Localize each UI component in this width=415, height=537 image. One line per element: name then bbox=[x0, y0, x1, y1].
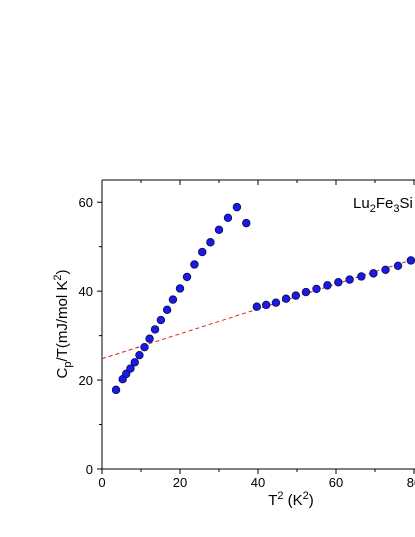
x-tick-label: 0 bbox=[98, 475, 105, 490]
data-point bbox=[406, 256, 415, 265]
data-point bbox=[206, 238, 215, 247]
data-point bbox=[252, 302, 262, 311]
data-point bbox=[156, 315, 166, 325]
data-point bbox=[301, 287, 311, 297]
data-point bbox=[150, 325, 160, 334]
data-point bbox=[190, 260, 199, 269]
data-point bbox=[261, 300, 271, 310]
data-point bbox=[281, 294, 291, 303]
y-tick-label: 60 bbox=[79, 195, 93, 210]
data-point bbox=[291, 291, 301, 300]
data-point bbox=[334, 278, 343, 287]
data-point bbox=[140, 342, 149, 352]
data-point bbox=[126, 364, 135, 373]
data-point bbox=[111, 385, 121, 395]
data-point bbox=[168, 295, 178, 304]
data-point bbox=[162, 305, 172, 315]
data-point bbox=[381, 265, 390, 275]
data-point bbox=[242, 218, 251, 228]
x-tick-label: 20 bbox=[173, 475, 187, 490]
data-point bbox=[323, 281, 332, 290]
y-tick-label: 20 bbox=[79, 373, 93, 388]
data-point bbox=[214, 225, 224, 234]
y-axis-label: Cp/T(mJ/mol K2) bbox=[52, 270, 74, 379]
data-point bbox=[198, 247, 207, 257]
data-point bbox=[135, 350, 144, 360]
sample-annotation: Lu2Fe3Si bbox=[353, 195, 413, 215]
y-tick-label: 40 bbox=[79, 284, 93, 299]
data-point bbox=[312, 284, 321, 294]
data-point bbox=[175, 284, 185, 293]
data-point bbox=[130, 358, 139, 367]
x-tick-label: 80 bbox=[407, 475, 415, 490]
x-tick-label: 60 bbox=[329, 475, 343, 490]
data-point bbox=[223, 213, 233, 222]
data-point bbox=[271, 298, 281, 307]
data-point bbox=[357, 272, 366, 281]
data-point bbox=[145, 334, 154, 343]
data-point bbox=[393, 261, 403, 271]
x-axis-label: T2 (K2) bbox=[268, 490, 314, 509]
y-tick-label: 0 bbox=[86, 462, 93, 477]
data-point bbox=[369, 269, 378, 278]
data-point bbox=[345, 275, 354, 284]
data-point bbox=[182, 272, 192, 282]
data-point bbox=[232, 202, 242, 212]
x-tick-label: 40 bbox=[251, 475, 265, 490]
plot-area: 0 20 40 60 80 0 20 40 60 bbox=[79, 179, 415, 490]
